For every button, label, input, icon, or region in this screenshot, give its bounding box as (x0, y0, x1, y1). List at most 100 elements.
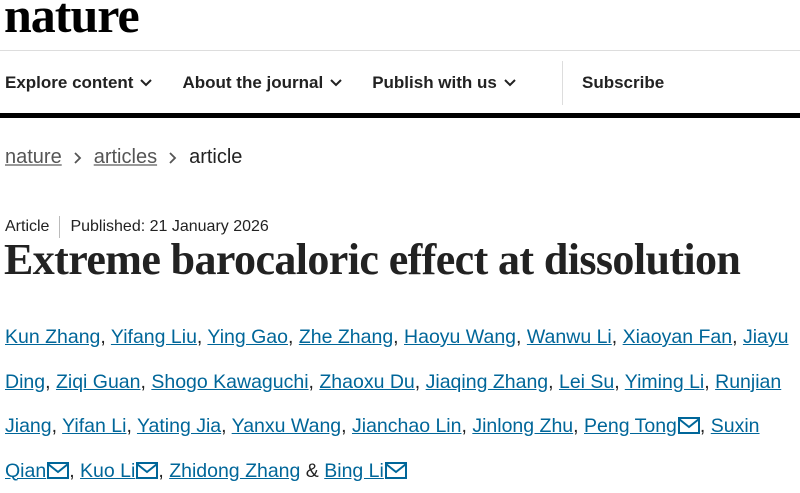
meta-divider (59, 216, 61, 238)
separator: , (158, 459, 164, 482)
separator: , (221, 415, 227, 437)
author-link[interactable]: Jinlong Zhu (472, 415, 574, 437)
separator: , (573, 415, 579, 437)
author-link[interactable]: Ziqi Guan (55, 370, 141, 393)
chevron-icon (140, 79, 153, 87)
nav-item[interactable]: Explore content (5, 73, 153, 93)
main-nav: Explore content About the journal Publis… (5, 61, 664, 105)
breadcrumb: nature articles article (5, 146, 242, 169)
author-link[interactable]: Peng Tong (584, 415, 677, 437)
author-link[interactable]: Shogo Kawaguchi (151, 370, 309, 393)
separator: , (69, 459, 75, 482)
author-link[interactable]: Yating Jia (136, 415, 222, 437)
author-link[interactable]: Jiaqing Zhang (425, 370, 549, 393)
email-icon[interactable] (384, 461, 407, 479)
author: Yiming Li, (625, 371, 710, 393)
email-icon[interactable] (47, 461, 70, 479)
page-body: nature Explore content About the journal… (0, 0, 800, 482)
author-link[interactable]: Yifang Liu (110, 326, 197, 348)
nav-item[interactable]: Publish with us (372, 73, 516, 93)
article-meta: Article Published: 21 January 2026 (5, 216, 269, 238)
breadcrumb-link[interactable]: nature (5, 146, 62, 168)
author-link[interactable]: Runjian Jiang (5, 370, 782, 438)
author: Ziqi Guan, (56, 371, 146, 393)
author: Ying Gao, (207, 326, 293, 348)
author: Wanwu Li, (527, 326, 617, 348)
author: Jiayu Ding, (5, 326, 789, 393)
author: Zhidong Zhang (169, 460, 300, 482)
nav-label[interactable]: Explore content (5, 73, 134, 92)
author-link[interactable]: Wanwu Li (526, 326, 612, 348)
page: nature article {"header": {"logo": "natu… (0, 0, 800, 482)
author-link[interactable]: Lei Su (558, 370, 615, 393)
author: Shogo Kawaguchi, (151, 371, 314, 393)
author-link[interactable]: Haoyu Wang (404, 326, 517, 348)
separator: , (100, 326, 106, 348)
author-link[interactable]: Zhidong Zhang (169, 459, 301, 482)
separator: , (516, 326, 522, 348)
chevron-icon (74, 151, 81, 164)
author: Yifang Liu, (111, 326, 202, 348)
author-link[interactable]: Yiming Li (624, 370, 705, 393)
author-link[interactable]: Bing Li (324, 459, 384, 482)
author-link[interactable]: Zhaoxu Du (319, 370, 415, 393)
separator: , (614, 370, 620, 393)
author-link[interactable]: Yanxu Wang (231, 415, 342, 437)
separator: , (196, 326, 203, 348)
separator: , (45, 370, 51, 393)
author-link[interactable]: Kuo Li (80, 459, 136, 482)
chevron-icon (169, 151, 177, 164)
author-link[interactable]: Ying Gao (207, 326, 289, 348)
separator: , (704, 370, 710, 393)
author-list: Kun Zhang, Yifang Liu, Ying Gao, Zhe Zha… (5, 315, 800, 493)
nav-label[interactable]: Publish with us (372, 73, 497, 92)
author-link[interactable]: Zhe Zhang (298, 326, 394, 348)
header-bar (0, 113, 800, 118)
separator: , (393, 326, 399, 348)
author: Yanxu Wang, (232, 415, 347, 437)
separator: , (461, 415, 467, 437)
author: Kun Zhang, (5, 326, 106, 348)
author-link[interactable]: Jiayu Ding (5, 326, 789, 393)
author: Suxin Qian, (5, 415, 760, 482)
author-link[interactable]: Yifan Li (62, 415, 127, 437)
author: Kuo Li, (80, 460, 164, 482)
author: Jianchao Lin, (352, 415, 467, 437)
author: Xiaoyan Fan, (623, 326, 738, 348)
author: Haoyu Wang, (404, 326, 521, 348)
author-link[interactable]: Jianchao Lin (351, 415, 462, 437)
author: Lei Su, (559, 371, 620, 393)
author: Bing Li (324, 460, 407, 482)
author: Peng Tong, (584, 415, 705, 437)
author-link[interactable]: Xiaoyan Fan (622, 326, 733, 348)
author: Jiaqing Zhang, (426, 371, 554, 393)
article-title: Extreme barocaloric effect at dissolutio… (4, 235, 741, 284)
breadcrumb-current: article (189, 146, 243, 168)
nav-item[interactable]: About the journal (182, 73, 342, 93)
author-link[interactable]: Suxin Qian (5, 415, 760, 482)
author: Zhe Zhang, (299, 326, 399, 348)
site-logo[interactable]: nature (4, 0, 140, 43)
email-icon[interactable] (136, 461, 159, 479)
breadcrumb-link[interactable]: articles (93, 146, 158, 168)
divider (0, 50, 800, 51)
separator: , (308, 370, 314, 393)
email-icon[interactable] (677, 417, 700, 434)
separator: , (51, 415, 58, 437)
nav-label[interactable]: About the journal (182, 73, 324, 92)
author: Yifan Li, (62, 415, 132, 437)
author: Zhaoxu Du, (319, 371, 420, 393)
author-link[interactable]: Kun Zhang (5, 326, 101, 348)
author: Yating Jia, (137, 415, 227, 437)
nav-divider (562, 61, 563, 105)
separator: , (699, 415, 706, 437)
subscribe-link[interactable]: Subscribe (582, 73, 665, 92)
separator: , (126, 415, 132, 437)
chevron-icon (330, 79, 342, 87)
separator: , (341, 415, 347, 437)
separator: , (288, 326, 294, 348)
separator: , (548, 370, 554, 393)
article-type: Article (5, 218, 50, 235)
separator: , (140, 370, 146, 393)
published-date: Published: 21 January 2026 (70, 218, 269, 235)
